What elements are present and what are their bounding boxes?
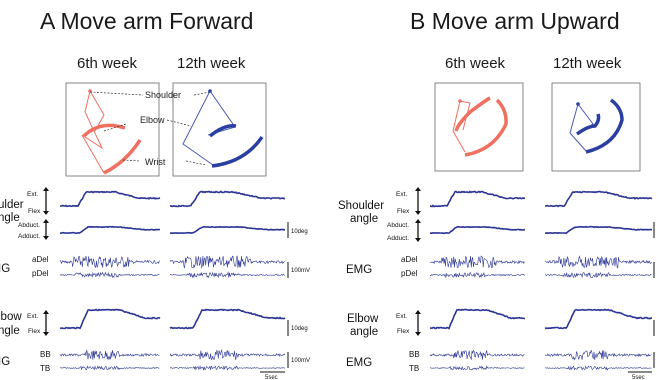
row-label-a-emg: IG [0, 263, 10, 275]
trajectory-box-a-6 [65, 82, 160, 177]
scale-label-deg-1: 10deg [291, 229, 308, 235]
adel-emg-trace-b-0 [429, 255, 525, 269]
double-arrows [43, 187, 421, 336]
trajectory-box-b-12 [551, 82, 641, 172]
bb-emg-trace-b-1 [544, 350, 652, 361]
adel-emg-trace-a-0 [59, 255, 160, 269]
svg-text:Abduct.: Abduct. [387, 222, 409, 229]
pdel-emg-trace-a-1 [169, 271, 285, 279]
shoulder-angle-trace-b-1 [544, 190, 653, 208]
row-label-b-emg-2: EMG [346, 357, 372, 369]
row-label-a-elbow-1: lbow [0, 311, 22, 323]
abduct-trace-b-1 [545, 225, 653, 235]
scale-label-sec-a: 5sec [265, 375, 278, 380]
trajectory-box-a-12 [172, 82, 267, 177]
week-header-b-12: 12th week [553, 55, 622, 72]
svg-text:Adduct.: Adduct. [387, 235, 409, 242]
row-label-a-shoulder-1: ulder [0, 199, 24, 211]
svg-text:pDel: pDel [401, 269, 418, 278]
pdel-emg-trace-b-0 [429, 271, 525, 279]
panel-b-title: B Move arm Upward [410, 8, 620, 34]
adel-emg-trace-b-1 [544, 255, 652, 269]
svg-text:aDel: aDel [32, 255, 49, 264]
row-label-a-emg-2: IG [0, 356, 10, 368]
week-header-a-12: 12th week [177, 55, 246, 72]
trajectory-box-b-6 [434, 82, 524, 172]
svg-text:Ext.: Ext. [396, 313, 407, 320]
week-header-b-6: 6th week [445, 55, 506, 72]
shoulder-angle-trace-a-0 [59, 190, 161, 208]
elbow-angle-trace-b-1 [544, 308, 652, 330]
abduct-trace-a-1 [169, 225, 286, 235]
row-label-b-shoulder-2: angle [350, 213, 378, 225]
tb-emg-trace-b-0 [429, 365, 525, 371]
scale-label-deg-2: 10deg [291, 326, 308, 332]
joint-label-shoulder: Shoulder [145, 90, 181, 100]
row-label-b-emg: EMG [346, 264, 372, 276]
shoulder-angle-trace-a-1 [169, 190, 286, 208]
svg-text:Ext.: Ext. [27, 313, 38, 320]
scale-label-sec-b: 5sec [632, 375, 645, 380]
panel-a-title: A Move arm Forward [40, 8, 253, 34]
channel-labels-a: Ext. Flex Abduct. Adduct. aDel pDel Ext.… [18, 191, 51, 373]
elbow-angle-trace-b-0 [429, 308, 525, 330]
svg-text:Ext.: Ext. [396, 191, 407, 198]
row-label-a-elbow-2: ngle [0, 325, 20, 337]
svg-text:Flex: Flex [28, 328, 41, 335]
joint-label-wrist: Wrist [145, 157, 166, 167]
joint-label-elbow: Elbow [140, 115, 165, 125]
elbow-angle-trace-a-0 [59, 308, 161, 330]
abduct-trace-a-0 [60, 225, 161, 235]
tb-emg-trace-b-1 [544, 365, 652, 371]
pdel-emg-trace-b-1 [544, 272, 652, 279]
signal-traces [59, 190, 653, 371]
bb-emg-trace-b-0 [429, 349, 525, 360]
row-label-b-shoulder-1: Shoulder [338, 200, 384, 212]
svg-text:BB: BB [40, 350, 51, 359]
bb-emg-trace-a-1 [169, 349, 286, 361]
svg-text:pDel: pDel [32, 269, 49, 278]
joint-labels [89, 91, 211, 166]
week-header-a-6: 6th week [77, 55, 138, 72]
scale-bars [260, 222, 655, 373]
svg-text:Ext.: Ext. [27, 191, 38, 198]
svg-text:TB: TB [40, 364, 50, 373]
scale-label-mv-2: 100mV [291, 358, 310, 364]
elbow-angle-trace-a-1 [169, 308, 286, 330]
row-label-a-shoulder-2: ngle [0, 212, 20, 224]
abduct-trace-b-0 [429, 225, 526, 235]
svg-text:BB: BB [409, 350, 420, 359]
bb-emg-trace-a-0 [59, 349, 160, 360]
tb-emg-trace-a-0 [60, 365, 160, 371]
svg-text:Abduct.: Abduct. [18, 222, 40, 229]
svg-text:TB: TB [409, 364, 419, 373]
channel-labels-b: Ext. Flex Abduct. Adduct. aDel pDel Ext.… [387, 191, 420, 373]
svg-text:Adduct.: Adduct. [18, 233, 40, 240]
row-label-b-elbow-2: angle [350, 326, 378, 338]
svg-text:aDel: aDel [401, 255, 418, 264]
svg-text:Flex: Flex [397, 328, 410, 335]
tb-emg-trace-a-1 [170, 365, 286, 371]
pdel-emg-trace-a-0 [59, 271, 160, 278]
shoulder-angle-trace-b-0 [429, 190, 525, 208]
svg-text:Flex: Flex [28, 208, 41, 215]
svg-text:Flex: Flex [397, 208, 410, 215]
scale-label-mv-1: 100mV [291, 268, 310, 274]
row-label-b-elbow-1: Elbow [347, 313, 379, 325]
adel-emg-trace-a-1 [169, 255, 285, 269]
